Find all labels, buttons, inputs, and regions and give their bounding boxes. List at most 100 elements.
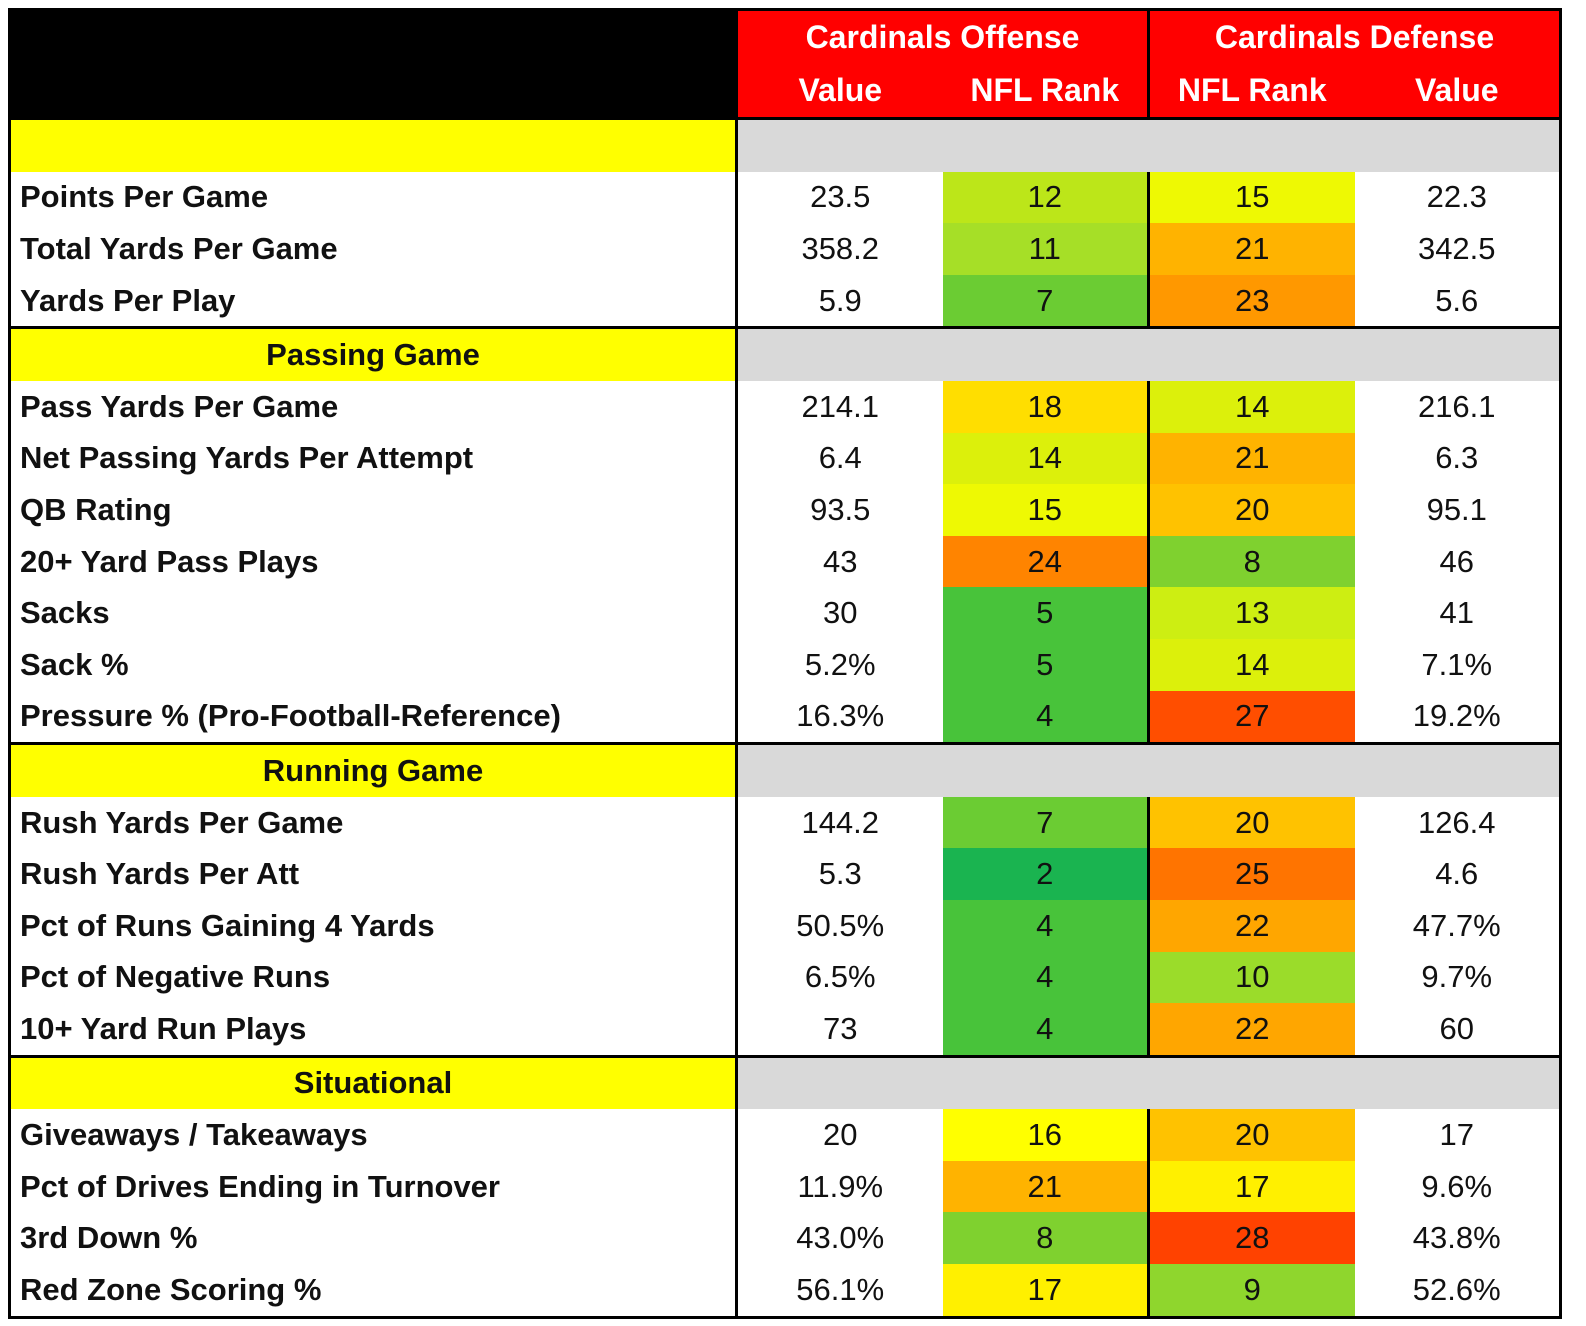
- offense-rank: 5: [942, 638, 1149, 691]
- defense-value: 22.3: [1354, 171, 1562, 224]
- defense-title: Cardinals Defense: [1147, 8, 1562, 64]
- offense-value: 5.2%: [804, 646, 876, 682]
- table-row: Rush Yards Per Game 144.2 7 20 126.4: [8, 796, 1562, 849]
- stat-label: Pct of Drives Ending in Turnover: [8, 1160, 738, 1213]
- table-row: Rush Yards Per Att 5.3 2 25 4.6: [8, 848, 1562, 900]
- offense-value: 23.5: [810, 179, 871, 215]
- table-row: Points Per Game 23.5 12 15 22.3: [8, 171, 1562, 224]
- offense-title: Cardinals Offense: [736, 8, 1149, 64]
- defense-rank: 28: [1147, 1212, 1355, 1265]
- defense-value: 342.5: [1354, 223, 1562, 275]
- table-row: Red Zone Scoring % 56.1% 17 9 52.6%: [8, 1264, 1562, 1319]
- defense-value: 7.1%: [1354, 638, 1562, 691]
- defense-value: 46: [1354, 535, 1562, 588]
- defense-rank: 21: [1147, 223, 1355, 275]
- offense-value: 20: [823, 1117, 858, 1153]
- section-gray-band: [736, 118, 1562, 172]
- table-row: Pass Yards Per Game 214.1 18 14 216.1: [8, 380, 1562, 433]
- defense-value: 52.6%: [1354, 1264, 1562, 1319]
- stat-label: Rush Yards Per Game: [8, 796, 738, 849]
- offense-value: 11.9%: [797, 1168, 884, 1204]
- defense-value: 43.8%: [1354, 1212, 1562, 1265]
- section-header-row: Passing Game: [8, 326, 1562, 381]
- offense-value: 144.2: [801, 804, 880, 840]
- defense-value: 47.7%: [1354, 899, 1562, 952]
- defense-value: 4.6: [1354, 848, 1562, 900]
- defense-value-header: Value: [1354, 64, 1562, 120]
- section-header-row: [8, 118, 1562, 172]
- offense-value: 214.1: [801, 388, 880, 424]
- defense-rank: 20: [1147, 1109, 1355, 1161]
- table-row: Pct of Negative Runs 6.5% 4 10 9.7%: [8, 951, 1562, 1004]
- offense-rank: 16: [942, 1109, 1149, 1161]
- defense-rank: 27: [1147, 690, 1355, 746]
- stats-table: Cardinals Offense Cardinals Defense Valu…: [8, 8, 1562, 1319]
- offense-value: 43: [823, 543, 858, 579]
- stat-label: 20+ Yard Pass Plays: [8, 535, 738, 588]
- stat-label: Total Yards Per Game: [8, 223, 738, 275]
- offense-rank: 4: [942, 690, 1149, 746]
- table-row: Net Passing Yards Per Attempt 6.4 14 21 6.3: [8, 432, 1562, 485]
- stat-label: Points Per Game: [8, 171, 738, 224]
- offense-rank: 5: [942, 587, 1149, 639]
- section-title: Situational: [8, 1054, 738, 1110]
- section-gray-band: [736, 326, 1562, 381]
- stat-label: Net Passing Yards Per Attempt: [8, 432, 738, 485]
- offense-value: 6.5%: [804, 959, 876, 995]
- offense-rank: 7: [942, 274, 1149, 330]
- table-row: Total Yards Per Game 358.2 11 21 342.5: [8, 223, 1562, 275]
- offense-value: 358.2: [801, 230, 880, 266]
- offense-value: 30: [823, 595, 858, 631]
- offense-rank: 7: [942, 796, 1149, 849]
- defense-value: 41: [1354, 587, 1562, 639]
- defense-value: 6.3: [1354, 432, 1562, 485]
- section-header-row: Running Game: [8, 742, 1562, 797]
- offense-rank: 21: [942, 1160, 1149, 1213]
- defense-value: 216.1: [1354, 380, 1562, 433]
- offense-rank: 4: [942, 899, 1149, 952]
- table-row: Giveaways / Takeaways 20 16 20 17: [8, 1109, 1562, 1161]
- offense-value: 50.5%: [796, 907, 885, 943]
- offense-rank: 15: [942, 484, 1149, 536]
- defense-value: 5.6: [1354, 274, 1562, 330]
- stat-label: QB Rating: [8, 484, 738, 536]
- defense-rank: 21: [1147, 432, 1355, 485]
- offense-value: 5.3: [818, 856, 862, 892]
- offense-value: 16.3%: [736, 690, 943, 746]
- offense-rank: 24: [942, 535, 1149, 588]
- defense-rank: 8: [1147, 535, 1355, 588]
- stat-label: Yards Per Play: [8, 274, 738, 330]
- table-row: Yards Per Play 5.9 7 23 5.6: [8, 274, 1562, 330]
- defense-rank-header: NFL Rank: [1147, 64, 1355, 120]
- defense-value: 17: [1354, 1109, 1562, 1161]
- defense-rank: 15: [1147, 171, 1355, 224]
- defense-rank: 10: [1147, 951, 1355, 1004]
- table-row: 20+ Yard Pass Plays 43 24 8 46: [8, 535, 1562, 588]
- defense-value: 19.2%: [1354, 690, 1562, 746]
- section-gray-band: [736, 1054, 1562, 1110]
- offense-value: 5.9: [736, 274, 943, 330]
- table-row: Pct of Runs Gaining 4 Yards 50.5% 4 22 47.7%: [8, 899, 1562, 952]
- table-row: QB Rating 93.5 15 20 95.1: [8, 484, 1562, 536]
- table-row: 10+ Yard Run Plays 73 4 22 60: [8, 1003, 1562, 1058]
- stat-label: Pct of Negative Runs: [8, 951, 738, 1004]
- offense-value: 73: [736, 1003, 943, 1058]
- offense-rank: 17: [942, 1264, 1149, 1319]
- table-row: Sack % 5.2% 5 14 7.1%: [8, 638, 1562, 691]
- stat-label: Sack %: [8, 638, 738, 691]
- stats-table-container: Cardinals Offense Cardinals Defense Valu…: [8, 8, 1562, 1319]
- offense-rank: 11: [942, 223, 1149, 275]
- offense-value: 43.0%: [796, 1220, 885, 1256]
- table-row: Sacks 30 5 13 41: [8, 587, 1562, 639]
- defense-rank: 14: [1147, 638, 1355, 691]
- stat-label: Rush Yards Per Att: [8, 848, 738, 900]
- defense-rank: 22: [1147, 1003, 1355, 1058]
- stat-label: 3rd Down %: [8, 1212, 738, 1265]
- offense-rank: 2: [942, 848, 1149, 900]
- defense-rank: 25: [1147, 848, 1355, 900]
- offense-rank: 4: [942, 951, 1149, 1004]
- defense-value: 60: [1354, 1003, 1562, 1058]
- defense-rank: 22: [1147, 899, 1355, 952]
- offense-value: 56.1%: [736, 1264, 943, 1319]
- offense-rank: 18: [942, 380, 1149, 433]
